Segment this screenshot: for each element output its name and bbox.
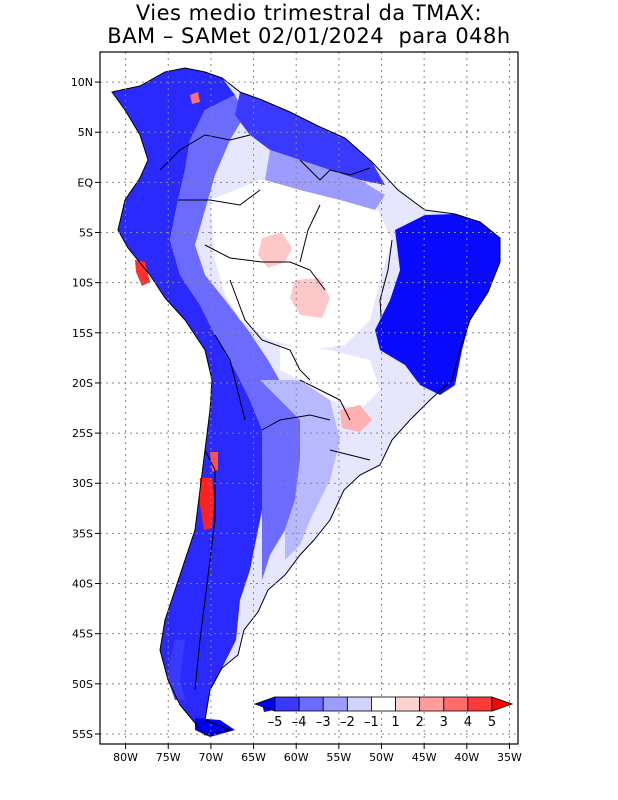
lat-tick-label: 45S xyxy=(72,628,93,641)
lat-tick-label: 15S xyxy=(72,327,93,340)
colorbar-box xyxy=(346,696,372,712)
colorbar-box xyxy=(467,696,493,712)
lat-tick-label: EQ xyxy=(77,176,93,189)
north-coast-cold-bias xyxy=(235,92,385,185)
hot-bias-colombia xyxy=(190,92,200,104)
warm-bias-southeast xyxy=(340,405,372,432)
colorbar-label: 5 xyxy=(488,715,496,730)
title-line-2: BAM – SAMet 02/01/2024 para 048h xyxy=(107,24,511,48)
hot-bias-chile-north xyxy=(210,452,218,472)
colorbar-box xyxy=(419,696,445,712)
lat-tick-label: 20S xyxy=(72,377,93,390)
colorbar-box xyxy=(395,696,421,712)
colorbar-label: 2 xyxy=(416,715,424,730)
andes-cold-bias xyxy=(112,68,262,735)
lon-tick-label: 75W xyxy=(156,751,181,764)
lat-tick-label: 30S xyxy=(72,477,93,490)
lon-tick-label: 65W xyxy=(241,751,266,764)
map-frame xyxy=(99,51,519,745)
colorbar-label: –1 xyxy=(364,715,379,730)
warm-bias-central-west xyxy=(290,278,330,318)
colorbar-box xyxy=(298,696,324,712)
colorbar-label: –3 xyxy=(316,715,331,730)
colorbar-box xyxy=(322,696,348,712)
neutral-bias-amazon xyxy=(210,180,392,350)
lon-tick-label: 80W xyxy=(113,751,138,764)
lat-tick-label: 55S xyxy=(72,728,93,741)
latitude-labels: 10N 5N EQ 5S 10S 15S 20S 25S 30S 35S 40S 45S 50S 55S xyxy=(71,76,100,741)
graticule xyxy=(100,52,518,744)
lon-tick-label: 50W xyxy=(369,751,394,764)
colorbar-label: –4 xyxy=(292,715,307,730)
colorbar-box xyxy=(274,696,300,712)
lat-tick-label: 10S xyxy=(72,277,93,290)
lat-tick-label: 35S xyxy=(72,527,93,540)
country-borders xyxy=(111,67,501,736)
interior-light-bias xyxy=(260,380,340,560)
colorbar-box xyxy=(443,696,469,712)
lon-tick-label: 60W xyxy=(284,751,309,764)
lat-tick-label: 5N xyxy=(78,126,93,139)
colorbar-label: –5 xyxy=(268,715,283,730)
longitude-labels: 80W 75W 70W 65W 60W 55W 50W 45W 40W 35W xyxy=(113,744,522,764)
colorbar-high-triangle xyxy=(491,696,514,712)
lon-tick-label: 55W xyxy=(326,751,351,764)
colorbar-label: 4 xyxy=(464,715,472,730)
lon-tick-label: 45W xyxy=(412,751,437,764)
neutral-bias-central xyxy=(280,345,380,410)
warm-bias-west-amazon xyxy=(258,232,292,268)
lat-tick-label: 10N xyxy=(71,76,93,89)
guiana-light-bias xyxy=(265,150,385,210)
title-line-1: Vies medio trimestral da TMAX: xyxy=(135,1,483,25)
colorbar-label: 3 xyxy=(440,715,448,730)
map-title: Vies medio trimestral da TMAX: BAM – SAM… xyxy=(0,2,618,48)
colorbar-label: –2 xyxy=(340,715,355,730)
lat-tick-label: 50S xyxy=(72,678,93,691)
lon-tick-label: 40W xyxy=(454,751,479,764)
patagonia-coast xyxy=(168,640,185,700)
colorbar: –5 –4 –3 –2 –1 1 2 3 4 5 xyxy=(253,696,514,730)
northeast-brazil-cold-bias xyxy=(375,214,500,395)
lon-tick-label: 35W xyxy=(497,751,522,764)
lat-tick-label: 5S xyxy=(79,227,93,240)
subandean-bias xyxy=(170,95,300,580)
lat-tick-label: 40S xyxy=(72,578,93,591)
tierra-del-fuego xyxy=(195,718,235,737)
lon-tick-label: 70W xyxy=(198,751,223,764)
hot-bias-peru-coast xyxy=(135,260,150,286)
colorbar-box xyxy=(371,696,396,712)
colorbar-label: 1 xyxy=(391,715,399,730)
lat-tick-label: 25S xyxy=(72,427,93,440)
